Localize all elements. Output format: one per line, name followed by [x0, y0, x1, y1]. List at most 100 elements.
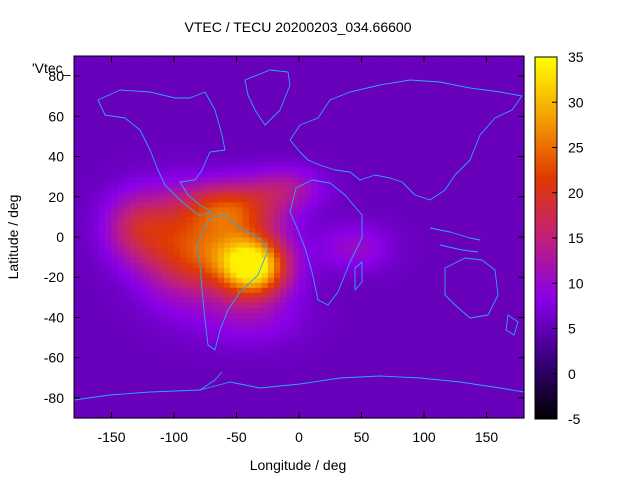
heatmap-cell [224, 367, 231, 374]
heatmap-cell [467, 327, 475, 334]
heatmap-cell [467, 186, 475, 193]
heatmap-cell [249, 166, 256, 173]
heatmap-cell [299, 186, 306, 193]
heatmap-cell [455, 181, 463, 188]
heatmap-cell [324, 201, 331, 208]
heatmap-cell [499, 136, 506, 143]
heatmap-cell [486, 287, 494, 293]
heatmap-cell [411, 76, 419, 82]
heatmap-cell [342, 191, 350, 198]
heatmap-cell [242, 151, 250, 158]
heatmap-cell [161, 377, 169, 384]
heatmap-cell [174, 347, 181, 354]
heatmap-cell [167, 76, 175, 82]
heatmap-cell [80, 131, 88, 138]
heatmap-cell [192, 71, 200, 77]
heatmap-cell [142, 272, 150, 278]
heatmap-cell [111, 151, 119, 158]
heatmap-cell [86, 302, 94, 308]
heatmap-cell [161, 146, 169, 153]
heatmap-cell [449, 382, 456, 389]
heatmap-cell [242, 352, 250, 359]
heatmap-cell [392, 106, 400, 112]
heatmap-cell [286, 382, 294, 389]
heatmap-cell [255, 131, 263, 138]
heatmap-cell [480, 292, 488, 298]
heatmap-cell [399, 231, 406, 238]
heatmap-cell [167, 267, 175, 273]
heatmap-cell [180, 277, 188, 283]
heatmap-cell [442, 362, 450, 369]
heatmap-cell [86, 161, 94, 168]
heatmap-cell [242, 302, 250, 308]
heatmap-cell [92, 242, 100, 248]
heatmap-cell [461, 91, 469, 97]
heatmap-cell [249, 91, 256, 97]
heatmap-cell [211, 377, 219, 384]
heatmap-cell [342, 146, 350, 153]
heatmap-cell [449, 221, 456, 228]
heatmap-cell [424, 362, 431, 369]
heatmap-cell [305, 302, 313, 308]
heatmap-cell [386, 146, 394, 153]
heatmap-cell [361, 201, 369, 208]
heatmap-cell [486, 302, 494, 308]
heatmap-cell [424, 267, 431, 273]
heatmap-cell [517, 211, 525, 218]
heatmap-cell [149, 277, 156, 283]
heatmap-cell [292, 242, 300, 248]
heatmap-cell [492, 397, 500, 404]
heatmap-cell [361, 342, 369, 349]
heatmap-cell [92, 357, 100, 364]
heatmap-cell [99, 86, 106, 92]
heatmap-cell [436, 191, 444, 198]
heatmap-cell [374, 347, 381, 354]
heatmap-cell [230, 231, 238, 238]
heatmap-cell [349, 257, 356, 263]
heatmap-cell [205, 76, 213, 82]
heatmap-cell [230, 101, 238, 107]
heatmap-cell [99, 282, 106, 288]
heatmap-cell [486, 402, 494, 409]
heatmap-cell [442, 242, 450, 248]
heatmap-cell [211, 231, 219, 238]
heatmap-cell [517, 121, 525, 127]
heatmap-cell [442, 91, 450, 97]
heatmap-cell [361, 141, 369, 148]
heatmap-cell [317, 136, 325, 143]
heatmap-cell [505, 121, 513, 127]
heatmap-cell [142, 146, 150, 153]
heatmap-cell [255, 282, 263, 288]
heatmap-cell [317, 277, 325, 283]
heatmap-cell [205, 81, 213, 87]
heatmap-cell [311, 237, 319, 243]
heatmap-cell [186, 322, 194, 329]
heatmap-cell [211, 226, 219, 233]
heatmap-cell [130, 242, 138, 248]
heatmap-cell [249, 342, 256, 349]
heatmap-cell [411, 151, 419, 158]
heatmap-cell [517, 166, 525, 173]
heatmap-cell [86, 267, 94, 273]
heatmap-cell [405, 362, 413, 369]
heatmap-cell [442, 156, 450, 163]
heatmap-cell [411, 131, 419, 138]
heatmap-cell [161, 171, 169, 178]
heatmap-cell [286, 131, 294, 138]
heatmap-cell [311, 367, 319, 374]
heatmap-cell [74, 131, 81, 138]
heatmap-cell [467, 176, 475, 183]
heatmap-cell [380, 307, 388, 314]
heatmap-cell [361, 146, 369, 153]
heatmap-cell [336, 267, 344, 273]
heatmap-cell [80, 337, 88, 344]
heatmap-cell [280, 262, 288, 268]
heatmap-cell [274, 392, 281, 399]
heatmap-cell [124, 176, 131, 183]
heatmap-cell [261, 357, 269, 364]
heatmap-cell [405, 111, 413, 117]
heatmap-cell [180, 226, 188, 233]
heatmap-cell [274, 166, 281, 173]
heatmap-cell [92, 176, 100, 183]
heatmap-cell [180, 66, 188, 72]
